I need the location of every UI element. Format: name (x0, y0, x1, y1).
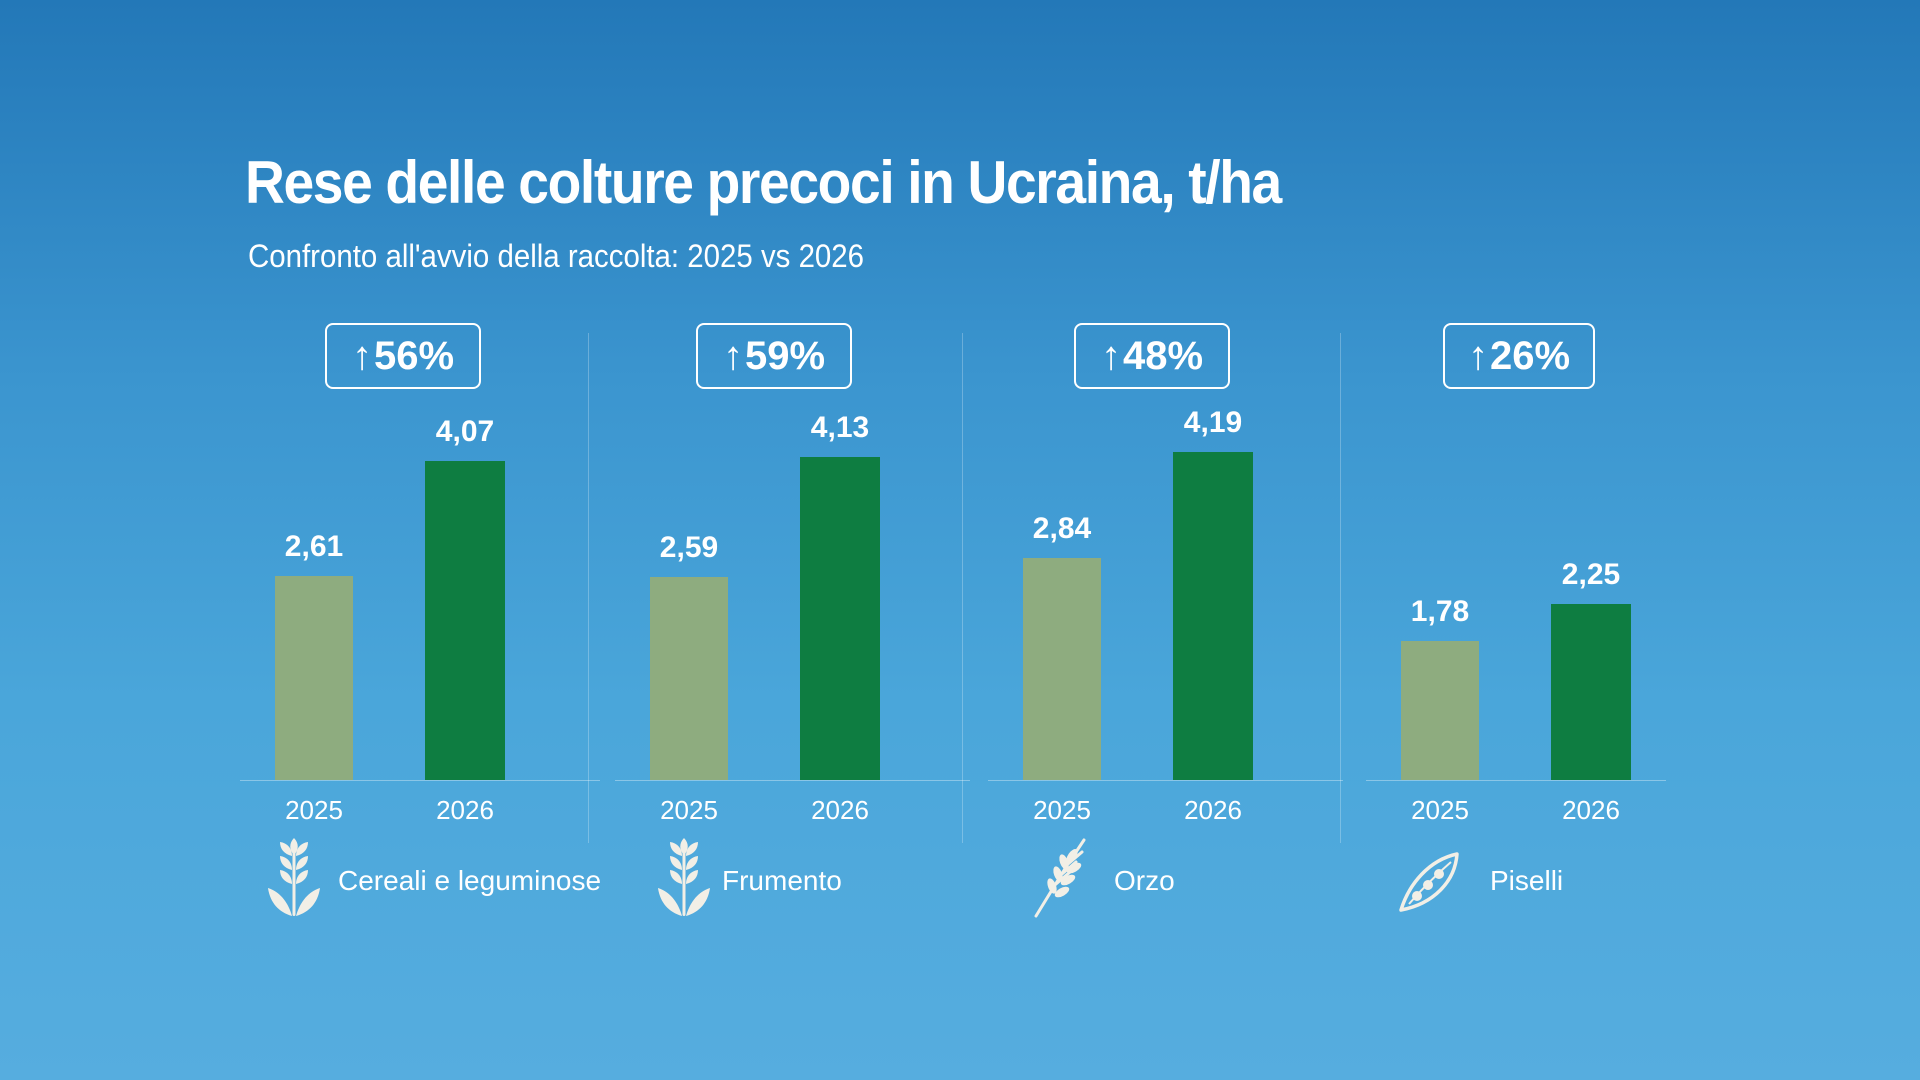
panel-divider (962, 333, 963, 843)
x-axis-baseline (1366, 780, 1666, 781)
bar-2026 (1173, 451, 1253, 780)
change-value: 48% (1122, 333, 1204, 378)
change-badge: ↑ 56% (325, 323, 481, 389)
x-tick-label: 2025 (285, 795, 343, 825)
x-axis-baseline (240, 780, 600, 781)
change-value: 56% (373, 333, 455, 378)
x-axis-baseline (615, 780, 970, 781)
arrow-up-icon: ↑ (351, 333, 372, 378)
arrow-up-icon: ↑ (1467, 333, 1488, 378)
data-label: 4,07 (435, 415, 495, 449)
arrow-up-icon: ↑ (1100, 333, 1121, 378)
data-label: 2,59 (659, 531, 719, 565)
chart-subtitle: Confronto all'avvio della raccolta: 2025… (248, 238, 865, 274)
wheat-icon (262, 832, 326, 922)
bar-2025 (275, 575, 353, 780)
crop-label: Cereali e leguminose (338, 865, 602, 896)
barley-icon (1028, 832, 1092, 922)
x-axis-baseline (988, 780, 1343, 781)
crop-label: Frumento (722, 865, 842, 896)
chart-title: Rese delle colture precoci in Ucraina, t… (245, 149, 1282, 216)
data-label: 4,19 (1183, 405, 1243, 439)
data-label: 2,84 (1032, 511, 1092, 545)
bar-2025 (1023, 557, 1101, 780)
panel-divider (588, 333, 589, 843)
crop-label: Orzo (1114, 865, 1175, 896)
change-value: 26% (1489, 333, 1571, 378)
pea-pod-icon (1395, 848, 1465, 918)
data-label: 1,78 (1410, 594, 1470, 628)
x-tick-label: 2026 (436, 795, 494, 825)
data-label: 2,25 (1561, 557, 1621, 591)
change-badge: ↑ 59% (696, 323, 852, 389)
wheat-icon (652, 832, 716, 922)
change-badge: ↑ 26% (1443, 323, 1595, 389)
bar-2026 (425, 461, 505, 780)
panel-divider (1340, 333, 1341, 843)
data-label: 2,61 (284, 529, 344, 563)
bar-2026 (800, 456, 880, 780)
bar-2025 (650, 577, 728, 780)
arrow-up-icon: ↑ (722, 333, 743, 378)
bar-2026 (1551, 603, 1631, 780)
change-badge: ↑ 48% (1074, 323, 1230, 389)
change-value: 59% (744, 333, 826, 378)
bar-2025 (1401, 640, 1479, 780)
x-tick-label: 2025 (1033, 795, 1091, 825)
x-tick-label: 2026 (811, 795, 869, 825)
data-label: 4,13 (810, 410, 870, 444)
x-tick-label: 2025 (1411, 795, 1469, 825)
x-tick-label: 2026 (1184, 795, 1242, 825)
x-tick-label: 2025 (660, 795, 718, 825)
crop-label: Piselli (1490, 865, 1564, 896)
x-tick-label: 2026 (1562, 795, 1620, 825)
